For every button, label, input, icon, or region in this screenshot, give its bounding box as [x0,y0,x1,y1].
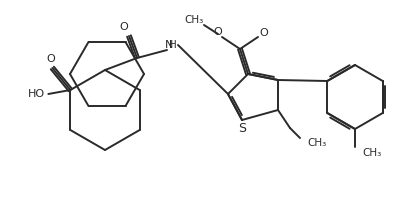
Text: CH₃: CH₃ [307,138,326,148]
Text: CH₃: CH₃ [184,15,204,25]
Text: H: H [169,40,177,50]
Text: S: S [238,121,246,135]
Text: CH₃: CH₃ [362,148,381,158]
Text: O: O [260,28,268,38]
Text: N: N [165,40,173,50]
Text: O: O [214,27,222,37]
Text: O: O [46,54,55,64]
Text: HO: HO [28,89,45,99]
Text: O: O [120,22,129,32]
